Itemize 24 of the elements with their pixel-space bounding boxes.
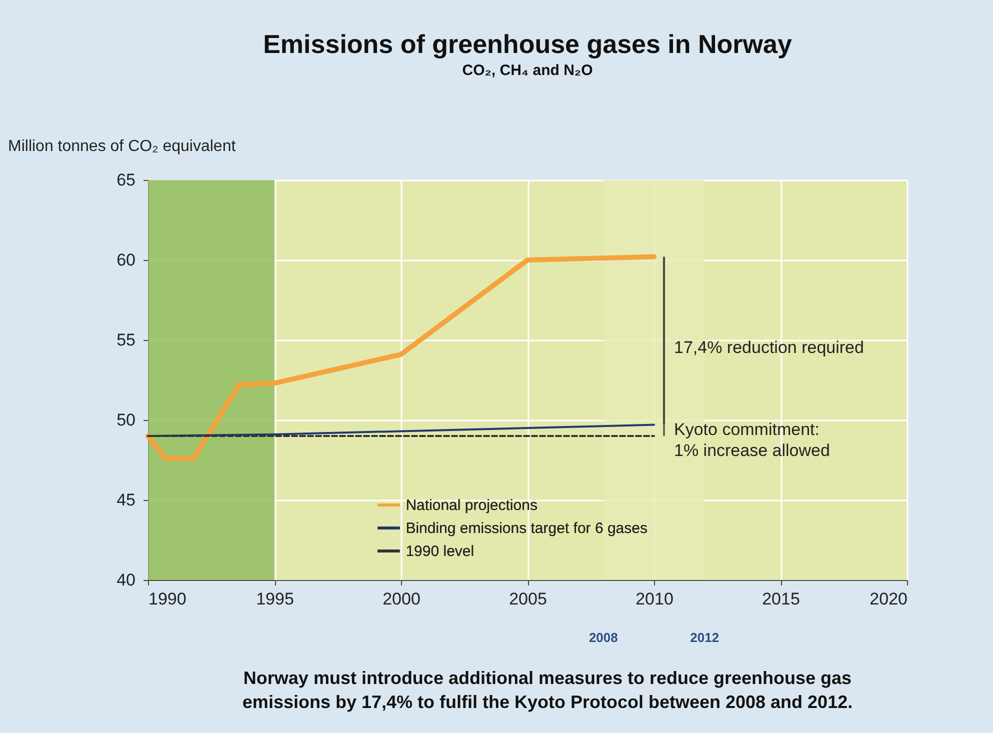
legend-label: National projections xyxy=(406,497,538,514)
annotation: 17,4% reduction required xyxy=(674,338,864,357)
y-tick-label: 55 xyxy=(116,330,136,350)
x-tick-label: 2010 xyxy=(636,590,674,608)
x-tick-label: 1995 xyxy=(256,590,294,608)
y-tick-label: 45 xyxy=(116,490,136,510)
y-tick-label: 50 xyxy=(116,410,136,430)
legend-label: Binding emissions target for 6 gases xyxy=(406,520,648,537)
x-tick-label: 2005 xyxy=(509,590,547,608)
y-tick-label: 40 xyxy=(116,570,136,590)
y-axis-title: Million tonnes of CO₂ equivalent xyxy=(8,138,236,155)
x-tick-label: 1990 xyxy=(148,590,186,608)
chart-title: Emissions of greenhouse gases in Norway xyxy=(263,29,792,59)
y-tick-label: 65 xyxy=(116,170,136,190)
annotation: Kyoto commitment: 1% increase allowed xyxy=(674,420,830,460)
x-tick-label: 2015 xyxy=(762,590,800,608)
x-tick-label: 2020 xyxy=(870,590,908,608)
y-tick-label: 60 xyxy=(116,250,136,270)
text: 2008 xyxy=(588,630,618,645)
text: 2012 xyxy=(690,630,720,645)
text: Norway must introduce additional measures to reduce greenhouse gas emissions by 17,4% to fulfil the Kyoto Protocol between 2008 and 2012. xyxy=(242,668,853,712)
legend-label: 1990 level xyxy=(406,543,474,560)
x-tick-label: 2000 xyxy=(382,590,420,608)
chart-subtitle: CO₂, CH₄ and N₂O xyxy=(462,62,594,79)
